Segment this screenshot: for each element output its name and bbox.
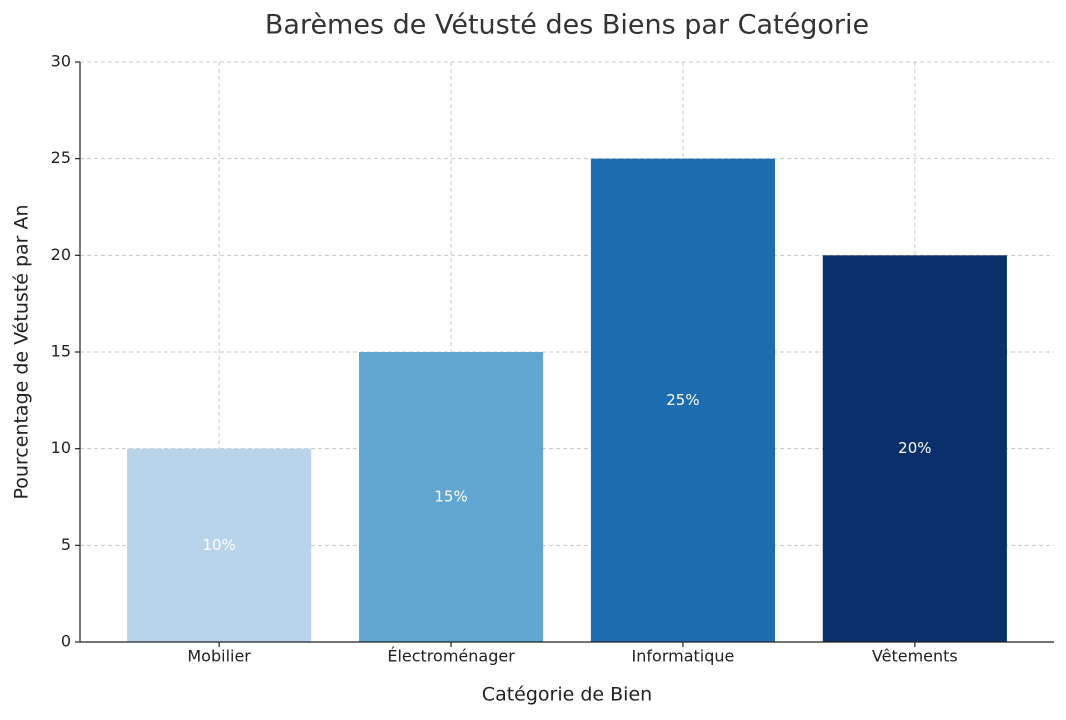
y-tick-label: 25 [51, 148, 71, 167]
y-tick-label: 15 [51, 342, 71, 361]
y-axis-label: Pourcentage de Vétusté par An [11, 204, 33, 499]
x-tick-label: Informatique [632, 647, 735, 666]
x-axis-label: Catégorie de Bien [482, 684, 652, 706]
x-tick-label: Électroménager [387, 647, 515, 666]
value-label: 20% [898, 439, 931, 457]
value-label: 25% [666, 391, 699, 409]
y-tick-label: 20 [51, 245, 71, 264]
y-tick-label: 5 [61, 535, 71, 554]
chart-title: Barèmes de Vétusté des Biens par Catégor… [265, 10, 869, 41]
bar [127, 448, 312, 642]
y-tick-label: 30 [51, 52, 71, 71]
x-tick-label: Mobilier [187, 647, 251, 666]
bar [358, 352, 544, 642]
y-tick-label: 0 [61, 632, 71, 651]
y-tick-label: 10 [51, 438, 71, 457]
bar [822, 255, 1007, 643]
bar [590, 158, 776, 642]
value-label: 15% [434, 488, 467, 506]
x-tick-label: Vêtements [872, 647, 958, 666]
value-label: 10% [202, 536, 235, 554]
